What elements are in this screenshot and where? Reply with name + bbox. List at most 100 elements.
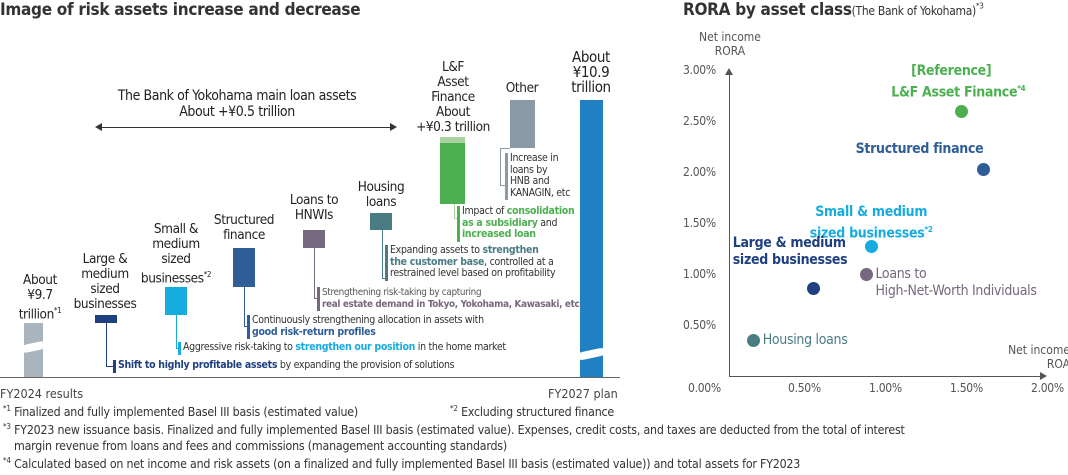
step-label: Other <box>492 81 552 96</box>
x-axis-label: Net income ROA <box>995 343 1068 371</box>
data-point-label: [Reference] L&F Asset Finance*4 <box>891 63 1025 102</box>
connector <box>176 348 179 349</box>
connector <box>382 230 383 278</box>
step-label-text: +¥0.3 trillion <box>416 119 490 135</box>
step-label-text: Structured <box>213 212 275 228</box>
step-label-text: loans <box>365 194 397 210</box>
footnote-text: Finalized and fully implemented Basel II… <box>10 405 359 420</box>
end-bar <box>580 100 603 377</box>
step-label-line: About <box>403 105 503 120</box>
annotation-segment: Continuously strengthening allocation in… <box>252 314 484 326</box>
step-label-text: finance <box>223 227 265 243</box>
y-axis-label: Net income RORA <box>695 30 765 58</box>
connector <box>244 326 248 327</box>
connector <box>314 248 315 298</box>
x-tick-label: 1.50% <box>950 381 983 395</box>
end-label-line: About <box>572 48 610 66</box>
annotation-segment: strengthen our position <box>295 341 416 353</box>
scatter-title-note: *3 <box>975 1 984 11</box>
step-bar <box>370 213 392 230</box>
step-annotation: Strengthening risk-taking by capturing re… <box>322 287 583 310</box>
data-point <box>860 268 874 281</box>
footnote-mark: *3 <box>3 422 11 431</box>
step-label-line: Finance <box>403 90 503 105</box>
annotation-segment: loans by <box>510 163 548 176</box>
y-tick-label: 1.50% <box>683 216 716 230</box>
connector <box>106 323 107 366</box>
y-tick-label: 3.00% <box>683 63 716 77</box>
x-label-start: FY2024 results <box>0 386 84 401</box>
start-label-line: trillion*1 <box>10 303 70 323</box>
connector <box>314 298 318 299</box>
annotation-segment: Expanding assets to <box>390 244 483 256</box>
step-label-text: About <box>436 104 470 120</box>
step-label: Large & medium sized businesses <box>70 252 140 312</box>
step-label-text: medium <box>152 236 200 252</box>
footnote-mark: *1 <box>53 306 62 315</box>
footnote-text: FY2023 new issuance basis. Finalized and… <box>10 423 905 438</box>
data-point-label: Structured finance <box>843 140 984 158</box>
footnote-text: Calculated based on net income and risk … <box>10 457 801 472</box>
annotation-segment: as a subsidiary <box>462 216 538 229</box>
y-axis-arrow-icon <box>725 68 733 75</box>
step-label-text: Large & <box>82 251 128 267</box>
footnote: *4 Calculated based on net income and ri… <box>3 456 800 471</box>
step-bar-top <box>440 137 465 143</box>
start-label-text: trillion <box>18 306 55 323</box>
data-point <box>746 334 760 348</box>
start-label-line: About <box>10 273 70 288</box>
footnote-text: Excluding structured finance <box>457 405 615 420</box>
step-annotation: Aggressive risk-taking to strengthen our… <box>183 341 506 354</box>
data-point-label-line: Structured finance <box>843 140 984 158</box>
data-point <box>865 240 879 254</box>
y-tick-label: 0.00% <box>688 381 721 395</box>
x-axis-label-line: ROA <box>1046 357 1068 371</box>
annotation-segment: in the home market <box>415 341 506 353</box>
x-axis-arrow-icon <box>1040 372 1047 380</box>
data-point-label-text: Small & medium <box>815 204 928 221</box>
start-label-text: About <box>23 272 57 288</box>
step-label: L&F Asset Finance About +¥0.3 trillion <box>403 60 503 135</box>
data-point-label-line: Large & medium <box>733 235 873 252</box>
end-label-line: ¥10.9 <box>572 63 610 81</box>
data-point-label: Small & medium sized businesses*2 <box>806 204 936 243</box>
step-label: Loans to HNWIs <box>279 193 349 223</box>
end-label-line: trillion <box>571 78 611 96</box>
x-label-end: FY2027 plan <box>548 386 618 401</box>
step-label-text: HNWIs <box>294 207 334 223</box>
data-point-label-text: sized businesses <box>732 252 848 269</box>
step-label-text: businesses <box>73 296 137 312</box>
step-label-line: loans <box>346 195 416 210</box>
step-label-line: Large & <box>70 252 140 267</box>
step-annotation: Continuously strengthening allocation in… <box>252 314 484 338</box>
data-point-label-line: sized businesses <box>733 252 873 269</box>
step-label-line: +¥0.3 trillion <box>403 120 503 135</box>
start-label-text: ¥9.7 <box>27 287 53 303</box>
step-label-line: sized <box>70 282 140 297</box>
connector <box>500 148 510 149</box>
data-point-label-text: Loans to <box>875 266 927 282</box>
x-tick-label: 0.50% <box>788 381 821 395</box>
annotation-segment: strengthen <box>482 244 539 256</box>
bracket-line1: The Bank of Yokohama main loan assets <box>117 88 357 104</box>
scatter-title-main: RORA by asset class <box>683 0 852 20</box>
annotation-segment: KANAGIN, etc <box>510 186 571 199</box>
step-label-text: Asset <box>437 74 469 90</box>
step-label-line: medium <box>136 237 216 252</box>
step-label-line: businesses <box>70 297 140 312</box>
step-annotation: Impact of consolidation as a subsidiary a… <box>462 205 575 241</box>
scatter-subtitle: (The Bank of Yokohama) <box>851 4 977 18</box>
step-label-text: Housing <box>357 179 405 195</box>
step-label-line: sized <box>136 252 216 267</box>
y-tick-label: 0.50% <box>683 318 716 332</box>
step-label: Structured finance <box>209 213 279 243</box>
data-point-label-text: Housing loans <box>762 332 848 349</box>
annotation-segment: by expanding the provision of solutions <box>277 359 455 371</box>
annotation-segment: Impact of <box>462 205 507 217</box>
annotation-segment: Shift to highly profitable assets <box>118 359 278 371</box>
step-label-line: finance <box>209 228 279 243</box>
arrow-left-icon <box>95 123 102 131</box>
data-point-label-text: Structured finance <box>855 140 984 157</box>
step-label-line: businesses*2 <box>136 267 216 287</box>
step-bar <box>165 287 187 315</box>
